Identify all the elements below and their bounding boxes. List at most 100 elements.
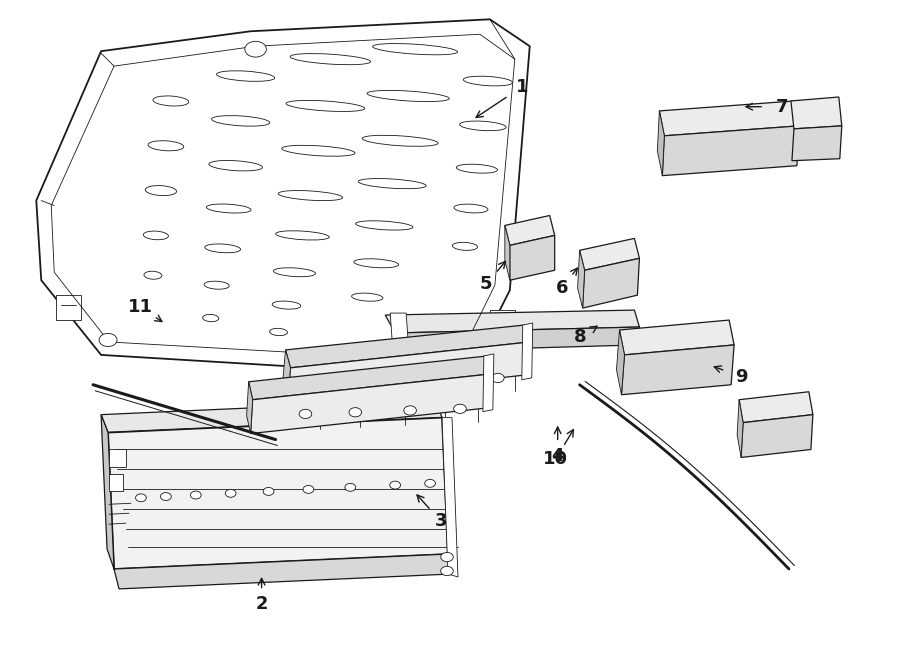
Circle shape [759,139,775,151]
Ellipse shape [454,204,488,213]
Polygon shape [741,414,813,457]
Polygon shape [509,235,554,280]
Text: 11: 11 [128,299,153,317]
Circle shape [441,566,454,576]
Polygon shape [505,225,509,280]
Circle shape [653,364,666,373]
Ellipse shape [212,116,270,126]
Polygon shape [483,354,494,412]
Circle shape [693,364,706,373]
Polygon shape [578,251,585,308]
Ellipse shape [202,315,219,322]
Circle shape [303,485,314,493]
Polygon shape [36,19,530,375]
Polygon shape [662,126,799,176]
Text: 10: 10 [544,450,569,468]
Polygon shape [247,382,253,434]
Ellipse shape [270,329,287,336]
Ellipse shape [460,121,506,131]
Circle shape [589,275,603,286]
Polygon shape [391,313,410,355]
Circle shape [245,41,266,57]
Ellipse shape [204,281,230,290]
Ellipse shape [217,71,274,81]
Polygon shape [522,323,533,380]
Ellipse shape [352,293,382,301]
Polygon shape [109,475,123,491]
Circle shape [345,483,356,491]
Circle shape [191,491,202,499]
Ellipse shape [278,190,343,200]
Circle shape [263,487,274,495]
Text: 4: 4 [552,447,564,465]
Circle shape [673,364,686,373]
Circle shape [713,364,725,372]
Ellipse shape [148,141,184,151]
Circle shape [225,489,236,497]
Polygon shape [737,400,743,457]
Ellipse shape [144,271,162,279]
Polygon shape [490,310,515,335]
Ellipse shape [282,145,356,156]
Circle shape [454,404,466,413]
Text: 3: 3 [435,512,447,530]
Ellipse shape [143,231,168,240]
Text: 5: 5 [480,276,492,293]
Circle shape [438,375,451,384]
Ellipse shape [358,178,426,188]
Circle shape [136,494,147,502]
Text: 2: 2 [256,595,268,613]
Ellipse shape [275,231,329,240]
Ellipse shape [367,91,449,102]
Circle shape [633,365,645,374]
Polygon shape [505,215,554,245]
Polygon shape [56,295,81,320]
Circle shape [748,428,764,440]
Polygon shape [582,258,639,308]
Polygon shape [385,310,639,333]
Circle shape [441,553,454,562]
Polygon shape [287,342,530,402]
Circle shape [730,141,748,155]
Ellipse shape [205,244,240,253]
Ellipse shape [456,164,498,173]
Polygon shape [283,350,291,402]
Polygon shape [101,400,442,432]
Ellipse shape [464,76,512,86]
Circle shape [513,247,527,258]
Polygon shape [101,414,114,569]
Polygon shape [622,345,734,395]
Ellipse shape [286,100,364,112]
Circle shape [160,492,171,500]
Polygon shape [792,126,842,161]
Polygon shape [285,325,530,368]
Ellipse shape [362,136,438,146]
Ellipse shape [274,268,316,277]
Ellipse shape [453,243,478,251]
Circle shape [700,144,718,157]
Polygon shape [114,554,452,589]
Ellipse shape [272,301,301,309]
Ellipse shape [145,186,176,196]
Circle shape [404,406,417,415]
Text: 9: 9 [735,368,748,385]
Circle shape [384,377,397,386]
Circle shape [535,245,545,253]
Circle shape [299,409,311,418]
Ellipse shape [354,259,399,268]
Polygon shape [619,320,734,355]
Text: 6: 6 [556,279,569,297]
Polygon shape [248,356,492,400]
Circle shape [425,479,436,487]
Circle shape [334,379,346,388]
Polygon shape [791,97,842,129]
Ellipse shape [153,96,189,106]
Ellipse shape [356,221,413,230]
Ellipse shape [373,44,457,55]
Circle shape [608,272,620,281]
Text: 8: 8 [574,328,587,346]
Ellipse shape [206,204,251,213]
Polygon shape [393,327,639,352]
Ellipse shape [209,161,263,171]
Circle shape [419,351,437,364]
